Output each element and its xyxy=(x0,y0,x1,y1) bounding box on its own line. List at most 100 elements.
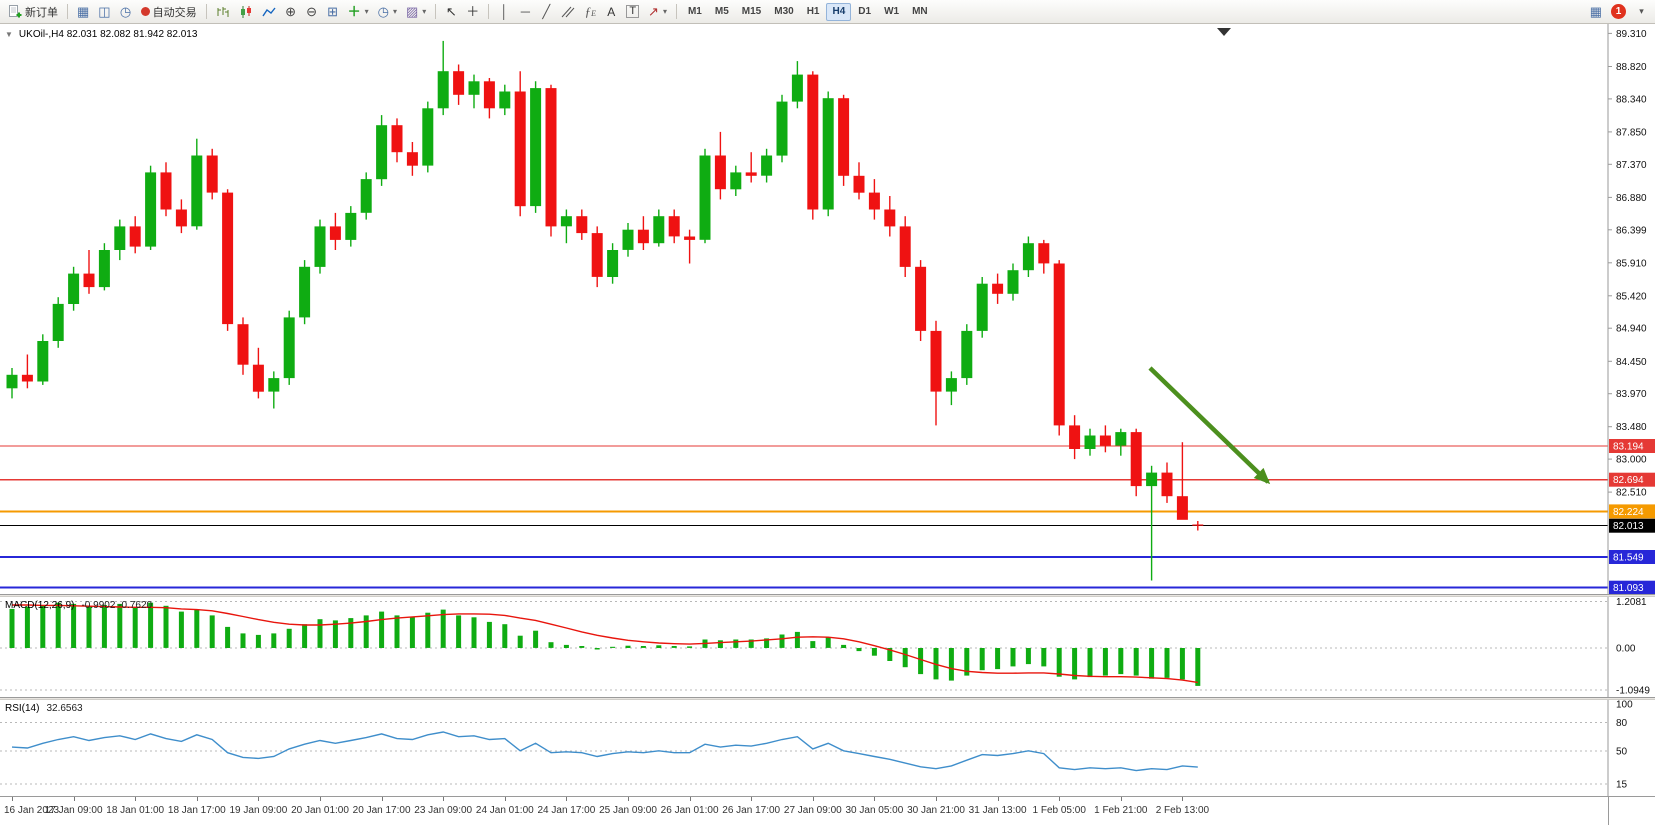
rsi-canvas[interactable]: 100 80 50 15 xyxy=(0,700,1655,796)
macd-label: MACD(12,26,9) -0.9902 -0.7620 xyxy=(5,600,152,611)
svg-text:85.420: 85.420 xyxy=(1616,291,1647,302)
profiles-button[interactable]: ◫ xyxy=(94,2,114,22)
time-tick xyxy=(751,797,753,801)
svg-text:82.510: 82.510 xyxy=(1616,488,1647,499)
cursor-button[interactable]: ↖ xyxy=(441,2,461,22)
tile-windows-icon: ⊞ xyxy=(327,4,339,19)
window-layout-button[interactable]: ▦ xyxy=(1586,2,1606,22)
svg-text:80: 80 xyxy=(1616,718,1628,729)
bar-chart-button[interactable] xyxy=(212,2,234,22)
chevron-down-icon: ▾ xyxy=(1639,6,1644,16)
one-click-trading-toggle[interactable]: ▼ xyxy=(5,30,13,39)
svg-text:0.00: 0.00 xyxy=(1616,644,1636,655)
time-tick xyxy=(812,797,814,801)
indicators-button[interactable]: ＋ ▾ xyxy=(344,2,373,22)
time-tick xyxy=(936,797,937,801)
text-button[interactable]: A xyxy=(601,2,621,22)
svg-text:100: 100 xyxy=(1616,700,1633,710)
timeframe-button-w1[interactable]: W1 xyxy=(884,6,900,17)
trend-arrow-annotation[interactable] xyxy=(1148,366,1271,485)
timeframe-button-m1[interactable]: M1 xyxy=(687,6,702,17)
price-chart-canvas[interactable]: 89.310 88.820 88.340 87.850 87.370 86.880 86.3… xyxy=(0,24,1655,594)
arrows-button[interactable]: ↗ ▾ xyxy=(644,2,671,22)
time-label: 18 Jan 01:00 xyxy=(106,805,165,816)
axis-divider xyxy=(1608,797,1609,825)
chevron-down-icon: ▾ xyxy=(422,7,427,16)
timeframe-button-mn[interactable]: MN xyxy=(912,6,928,17)
svg-text:81.093: 81.093 xyxy=(1613,583,1644,594)
trendline-button[interactable]: ╱ xyxy=(536,2,556,22)
time-tick xyxy=(12,797,13,801)
price-chart-pane[interactable]: 89.310 88.820 88.340 87.850 87.370 86.880 86.3… xyxy=(0,24,1655,594)
time-tick xyxy=(443,797,445,801)
time-tick xyxy=(196,797,198,801)
fibonacci-button[interactable]: ƒE xyxy=(580,2,600,22)
timeframe-button-h1[interactable]: H1 xyxy=(806,6,820,17)
timeframe-button-h4[interactable]: H4 xyxy=(826,2,852,21)
svg-text:82.013: 82.013 xyxy=(1613,521,1644,532)
auto-trading-button[interactable]: 自动交易 xyxy=(137,2,201,22)
time-tick xyxy=(1059,797,1061,801)
timeframe-button-m30[interactable]: M30 xyxy=(774,6,794,17)
horizontal-line-button[interactable]: ─ xyxy=(515,2,535,22)
svg-text:83.480: 83.480 xyxy=(1616,422,1647,433)
candlestick-series[interactable] xyxy=(6,40,1204,581)
chart-shift-marker xyxy=(1217,28,1231,36)
macd-histogram xyxy=(9,602,1201,686)
timeframe-button-d1[interactable]: D1 xyxy=(858,6,872,17)
time-label: 31 Jan 13:00 xyxy=(968,805,1027,816)
zoom-in-button[interactable]: ⊕ xyxy=(281,2,301,22)
market-watch-button[interactable]: ◷ xyxy=(116,2,136,22)
timeframe-button-m5[interactable]: M5 xyxy=(714,6,729,17)
text-label-icon: T xyxy=(626,5,640,18)
svg-text:88.820: 88.820 xyxy=(1616,62,1647,73)
rsi-value: 32.6563 xyxy=(46,703,83,714)
line-chart-button[interactable] xyxy=(258,2,280,22)
new-chart-button[interactable]: ▦ xyxy=(73,2,93,22)
bar-chart-icon xyxy=(217,6,229,17)
svg-text:89.310: 89.310 xyxy=(1616,29,1647,40)
rsi-pane[interactable]: 100 80 50 15 xyxy=(0,700,1655,796)
svg-text:83.194: 83.194 xyxy=(1613,442,1644,453)
periods-button[interactable]: ◷ ▾ xyxy=(374,2,401,22)
text-label-button[interactable]: T xyxy=(622,2,643,22)
svg-text:83.000: 83.000 xyxy=(1616,455,1647,466)
timeframe-button-m15[interactable]: M15 xyxy=(741,6,762,17)
crosshair-button[interactable]: ＋ xyxy=(462,2,483,22)
toolbar-overflow-button[interactable]: ▾ xyxy=(1631,2,1651,22)
macd-pane[interactable]: 1.2081 0.00 -1.0949 xyxy=(0,597,1655,697)
zoom-in-icon: ⊕ xyxy=(285,4,297,19)
trendline-icon: ╱ xyxy=(542,4,551,19)
svg-text:84.450: 84.450 xyxy=(1616,357,1647,368)
vertical-line-icon: │ xyxy=(500,4,509,19)
time-tick xyxy=(628,797,629,801)
time-label: 30 Jan 21:00 xyxy=(907,805,965,816)
svg-text:86.399: 86.399 xyxy=(1616,225,1647,236)
profiles-icon: ◫ xyxy=(98,4,111,19)
candlestick-chart-button[interactable] xyxy=(235,2,257,22)
time-label: 19 Jan 09:00 xyxy=(229,805,288,816)
pane-separator[interactable] xyxy=(0,697,1655,700)
toolbar-separator xyxy=(435,4,437,19)
vertical-line-button[interactable]: │ xyxy=(494,2,514,22)
arrow-shape-icon: ↗ xyxy=(648,4,659,19)
templates-button[interactable]: ▨ ▾ xyxy=(402,2,430,22)
toolbar-separator xyxy=(675,4,677,19)
pane-separator[interactable] xyxy=(0,594,1655,597)
time-label: 1 Feb 05:00 xyxy=(1032,805,1086,816)
tile-windows-button[interactable]: ⊞ xyxy=(323,2,343,22)
crosshair-icon: ＋ xyxy=(466,4,480,19)
notification-badge[interactable]: 1 xyxy=(1611,4,1626,19)
time-tick xyxy=(258,797,260,801)
chevron-down-icon: ▾ xyxy=(392,7,397,16)
market-watch-icon: ◷ xyxy=(119,4,132,19)
template-icon: ▨ xyxy=(405,4,419,19)
new-order-button[interactable]: 新订单 xyxy=(4,2,62,22)
svg-text:87.850: 87.850 xyxy=(1616,127,1647,138)
channel-button[interactable] xyxy=(557,2,579,22)
time-axis[interactable]: 16 Jan 2023 17 Jan 09:00 18 Jan 01:00 18 Ja… xyxy=(0,796,1655,825)
zoom-out-button[interactable]: ⊖ xyxy=(302,2,322,22)
time-label: 16 Jan 2023 xyxy=(4,805,60,816)
auto-trading-label: 自动交易 xyxy=(152,6,197,19)
macd-canvas[interactable]: 1.2081 0.00 -1.0949 xyxy=(0,597,1655,697)
